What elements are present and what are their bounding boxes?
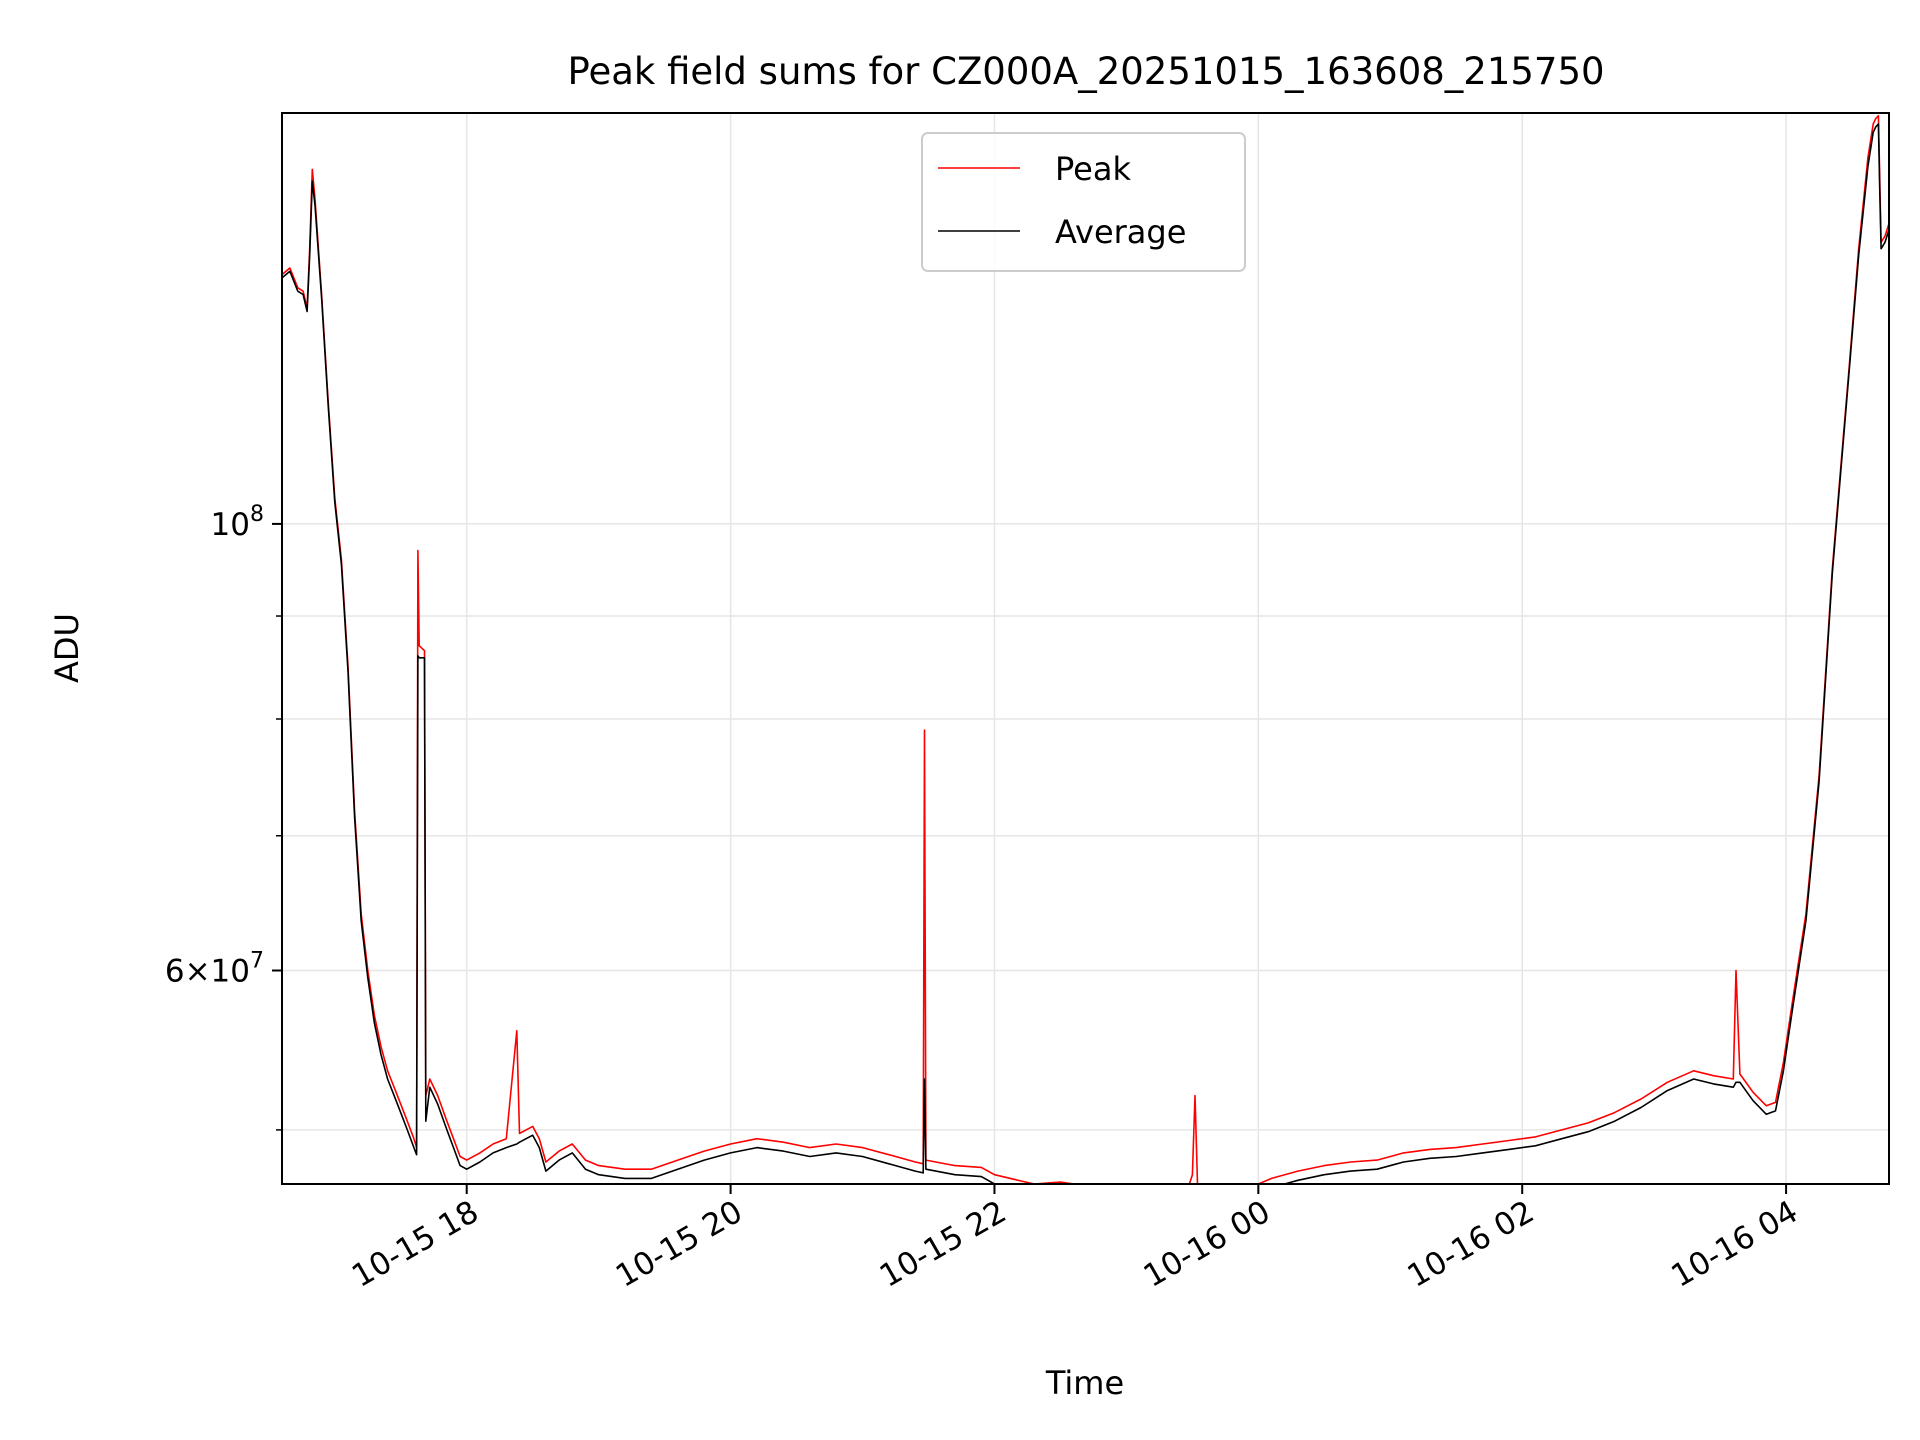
plot-frame xyxy=(281,112,1890,1185)
x-axis-label: Time xyxy=(1045,1364,1124,1402)
y-axis-label: ADU xyxy=(48,613,86,683)
chart-title: Peak field sums for CZ000A_20251015_1636… xyxy=(567,50,1604,93)
legend-average-label: Average xyxy=(1055,213,1186,251)
series-layer xyxy=(282,114,1889,1184)
series-line-peak xyxy=(282,114,1889,1184)
grid-lines xyxy=(282,113,1889,1184)
y-tick-label: 108 xyxy=(211,502,264,543)
legend: Peak Average xyxy=(921,132,1246,272)
legend-peak-label: Peak xyxy=(1055,150,1131,188)
y-tick-label: 6×107 xyxy=(165,949,264,990)
series-line-average xyxy=(282,123,1889,1184)
